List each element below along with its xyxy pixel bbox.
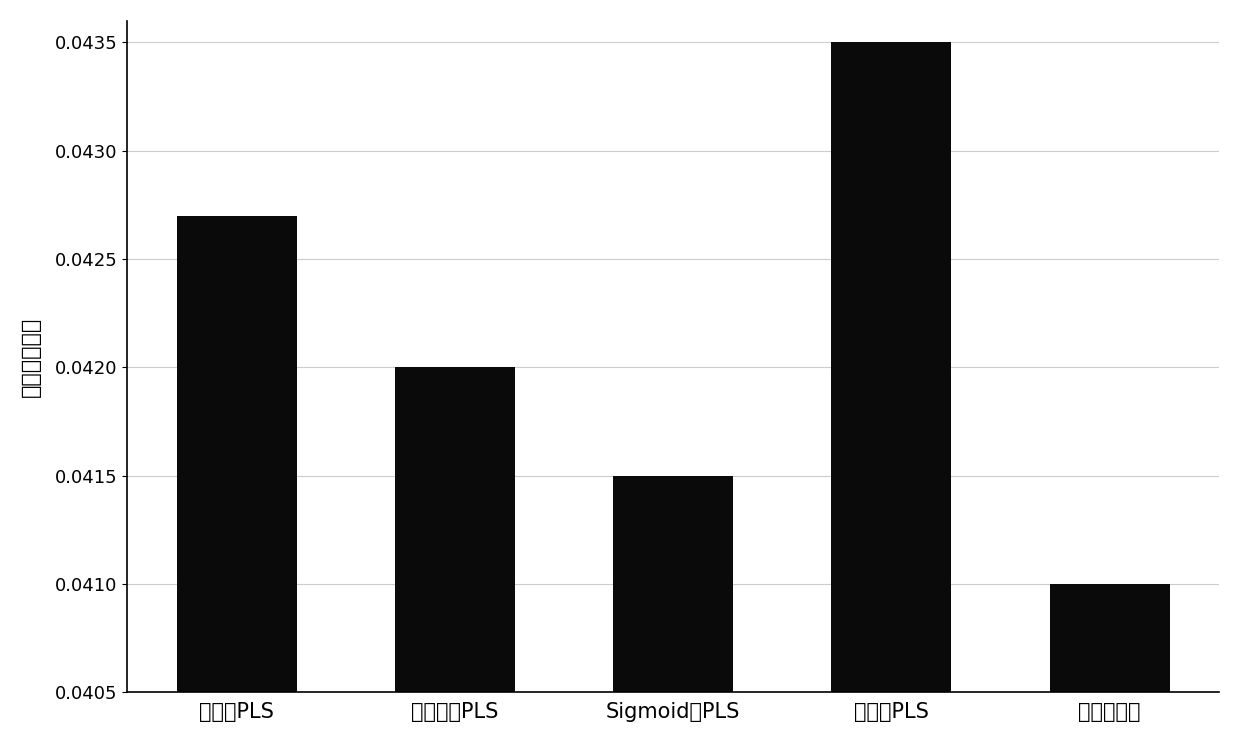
- Y-axis label: 累计均方误差: 累计均方误差: [21, 317, 41, 397]
- Bar: [177, 215, 296, 743]
- Bar: [831, 42, 951, 743]
- Bar: [614, 476, 733, 743]
- Bar: [396, 368, 515, 743]
- Bar: [1049, 584, 1169, 743]
